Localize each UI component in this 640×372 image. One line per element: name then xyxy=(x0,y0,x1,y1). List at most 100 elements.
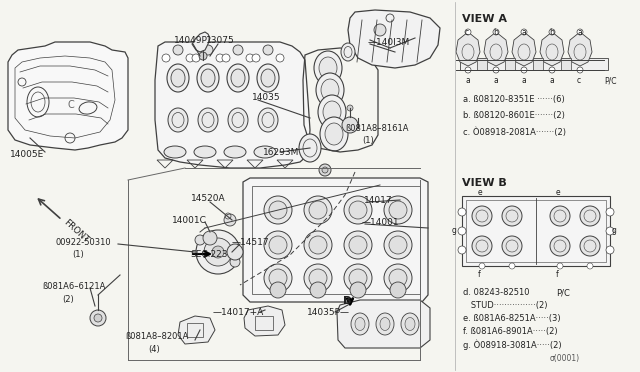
Circle shape xyxy=(374,24,386,36)
Bar xyxy=(466,200,606,262)
Circle shape xyxy=(203,231,217,245)
Circle shape xyxy=(94,314,102,322)
Circle shape xyxy=(606,246,614,254)
Circle shape xyxy=(458,227,466,235)
Bar xyxy=(460,58,608,70)
Circle shape xyxy=(606,227,614,235)
Ellipse shape xyxy=(171,69,185,87)
Text: a: a xyxy=(549,76,554,85)
Text: b: b xyxy=(493,28,498,37)
Circle shape xyxy=(263,45,273,55)
Ellipse shape xyxy=(389,269,407,287)
Ellipse shape xyxy=(384,264,412,292)
Text: a: a xyxy=(521,28,525,37)
Ellipse shape xyxy=(355,317,365,330)
Ellipse shape xyxy=(227,64,249,92)
Text: 00922-50310: 00922-50310 xyxy=(55,238,111,247)
Ellipse shape xyxy=(580,206,600,226)
Text: 14005E: 14005E xyxy=(10,150,44,159)
Circle shape xyxy=(587,263,593,269)
Circle shape xyxy=(310,282,326,298)
Text: b. ß08120-8601E·······(2): b. ß08120-8601E·······(2) xyxy=(463,111,565,120)
Text: c. Ò08918-2081A·······(2): c. Ò08918-2081A·······(2) xyxy=(463,127,566,137)
Text: B: B xyxy=(343,296,351,306)
Circle shape xyxy=(493,29,499,35)
Text: STUD················(2): STUD················(2) xyxy=(463,301,547,310)
Polygon shape xyxy=(243,178,428,302)
Ellipse shape xyxy=(231,69,245,87)
Polygon shape xyxy=(484,32,508,66)
Circle shape xyxy=(458,208,466,216)
Ellipse shape xyxy=(341,43,355,61)
Circle shape xyxy=(212,246,224,258)
Polygon shape xyxy=(8,42,128,150)
Circle shape xyxy=(186,54,194,62)
Ellipse shape xyxy=(580,236,600,256)
Ellipse shape xyxy=(316,73,344,107)
Bar xyxy=(462,196,610,266)
Text: a: a xyxy=(577,28,582,37)
Ellipse shape xyxy=(201,69,215,87)
Ellipse shape xyxy=(389,201,407,219)
Text: a: a xyxy=(521,76,525,85)
Circle shape xyxy=(90,310,106,326)
Text: 14049P: 14049P xyxy=(174,36,208,45)
Text: VIEW A: VIEW A xyxy=(462,14,507,24)
Text: a: a xyxy=(465,76,470,85)
Text: (1): (1) xyxy=(72,250,84,259)
Bar xyxy=(505,58,515,70)
Ellipse shape xyxy=(318,95,346,129)
Circle shape xyxy=(549,67,555,73)
Ellipse shape xyxy=(550,206,570,226)
Circle shape xyxy=(173,45,183,55)
Text: 14035: 14035 xyxy=(252,93,280,102)
Ellipse shape xyxy=(319,57,337,79)
Polygon shape xyxy=(348,10,440,68)
Text: f: f xyxy=(478,270,481,279)
Polygon shape xyxy=(568,32,592,66)
Text: c: c xyxy=(577,76,581,85)
Circle shape xyxy=(342,117,358,133)
Ellipse shape xyxy=(257,64,279,92)
Text: —140I3M: —140I3M xyxy=(368,38,410,47)
Circle shape xyxy=(195,235,205,245)
Circle shape xyxy=(233,45,243,55)
Text: 13075: 13075 xyxy=(206,36,235,45)
Circle shape xyxy=(606,208,614,216)
Ellipse shape xyxy=(351,313,369,335)
Polygon shape xyxy=(244,306,285,336)
Polygon shape xyxy=(192,32,210,52)
Ellipse shape xyxy=(344,196,372,224)
Ellipse shape xyxy=(502,206,522,226)
Circle shape xyxy=(557,263,563,269)
Ellipse shape xyxy=(224,146,246,158)
Text: C: C xyxy=(68,100,75,110)
Text: (1): (1) xyxy=(362,136,374,145)
Ellipse shape xyxy=(269,236,287,254)
Circle shape xyxy=(230,257,240,267)
Circle shape xyxy=(216,54,224,62)
Circle shape xyxy=(227,244,243,260)
Circle shape xyxy=(577,67,583,73)
Circle shape xyxy=(222,54,230,62)
Text: 16293M: 16293M xyxy=(263,148,300,157)
Ellipse shape xyxy=(228,108,248,132)
Bar xyxy=(187,323,203,337)
Ellipse shape xyxy=(264,264,292,292)
Text: e. ß081A6-8251A·····(3): e. ß081A6-8251A·····(3) xyxy=(463,314,561,323)
Ellipse shape xyxy=(344,231,372,259)
Ellipse shape xyxy=(405,317,415,330)
Ellipse shape xyxy=(384,231,412,259)
Circle shape xyxy=(521,29,527,35)
Text: 14001C: 14001C xyxy=(172,216,207,225)
Ellipse shape xyxy=(299,134,321,162)
Text: c: c xyxy=(465,28,469,37)
Text: SEC.223: SEC.223 xyxy=(190,250,227,259)
Ellipse shape xyxy=(323,101,341,123)
Circle shape xyxy=(479,263,485,269)
Ellipse shape xyxy=(325,123,343,145)
Text: g: g xyxy=(612,226,617,235)
Ellipse shape xyxy=(349,269,367,287)
Text: b: b xyxy=(549,28,554,37)
Circle shape xyxy=(199,52,207,60)
